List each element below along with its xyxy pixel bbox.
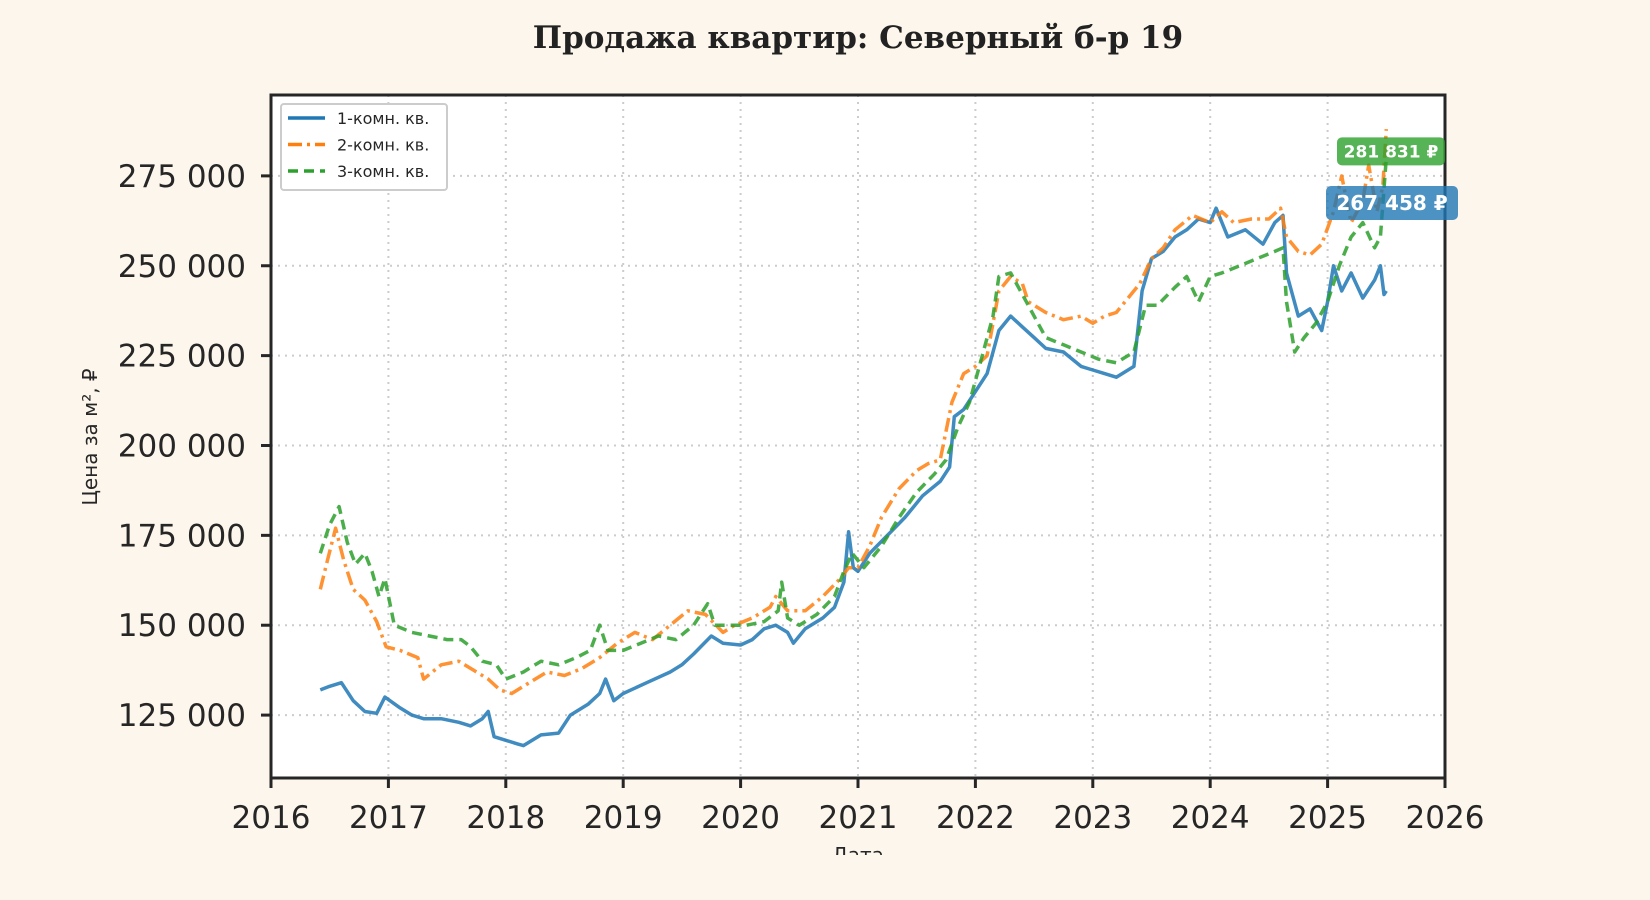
x-tick-label: 2020 (701, 800, 780, 836)
y-tick-label: 125 000 (118, 698, 246, 734)
price-chart: Продажа квартир: Северный б-р 19 2016 201… (78, 20, 1485, 855)
x-tick-label: 2017 (349, 800, 428, 836)
x-tick-label: 2019 (584, 800, 663, 836)
legend-label-2: 2-комн. кв. (337, 136, 429, 155)
y-axis: 125 000 150 000 175 000 200 000 225 000 250 0… (118, 159, 271, 734)
badge-background (1326, 185, 1458, 220)
end-value-badges: 267 458 ₽ 281 831 ₽ (1326, 137, 1458, 220)
x-tick-label: 2024 (1171, 800, 1250, 836)
series-line-2 (318, 128, 1389, 696)
legend: 1-комн. кв. 2-комн. кв. 3-комн. кв. (280, 103, 448, 191)
end-badge-1: 267 458 ₽ (1326, 185, 1458, 220)
x-axis-label: Дата (832, 843, 884, 855)
y-tick-label: 150 000 (118, 608, 246, 644)
legend-label-1: 1-комн. кв. (337, 109, 429, 128)
y-axis-label: Цена за м², ₽ (78, 368, 102, 506)
end-badge-3: 281 831 ₽ (1337, 137, 1445, 166)
x-axis: 2016 2017 2018 2019 2020 2021 2022 2023 2024 2025… (232, 778, 1485, 836)
y-tick-label: 225 000 (118, 339, 246, 375)
legend-box (280, 103, 448, 191)
x-tick-label: 2023 (1053, 800, 1132, 836)
badge-text: 267 458 ₽ (1336, 191, 1447, 215)
x-tick-label: 2022 (936, 800, 1015, 836)
y-tick-label: 175 000 (118, 518, 246, 554)
y-tick-label: 200 000 (118, 428, 246, 464)
y-tick-label: 275 000 (118, 159, 246, 195)
series-line-1 (319, 206, 1388, 748)
y-tick-label: 250 000 (118, 249, 246, 285)
x-tick-label: 2018 (466, 800, 545, 836)
x-tick-label: 2026 (1406, 800, 1485, 836)
x-tick-label: 2016 (232, 800, 311, 836)
badge-background (1337, 137, 1445, 166)
x-tick-label: 2025 (1288, 800, 1367, 836)
series-layer (318, 128, 1389, 748)
legend-label-3: 3-комн. кв. (337, 162, 429, 181)
plot-background (271, 95, 1445, 778)
badge-text: 281 831 ₽ (1344, 142, 1439, 162)
x-tick-label: 2021 (819, 800, 898, 836)
chart-title: Продажа квартир: Северный б-р 19 (533, 20, 1183, 56)
